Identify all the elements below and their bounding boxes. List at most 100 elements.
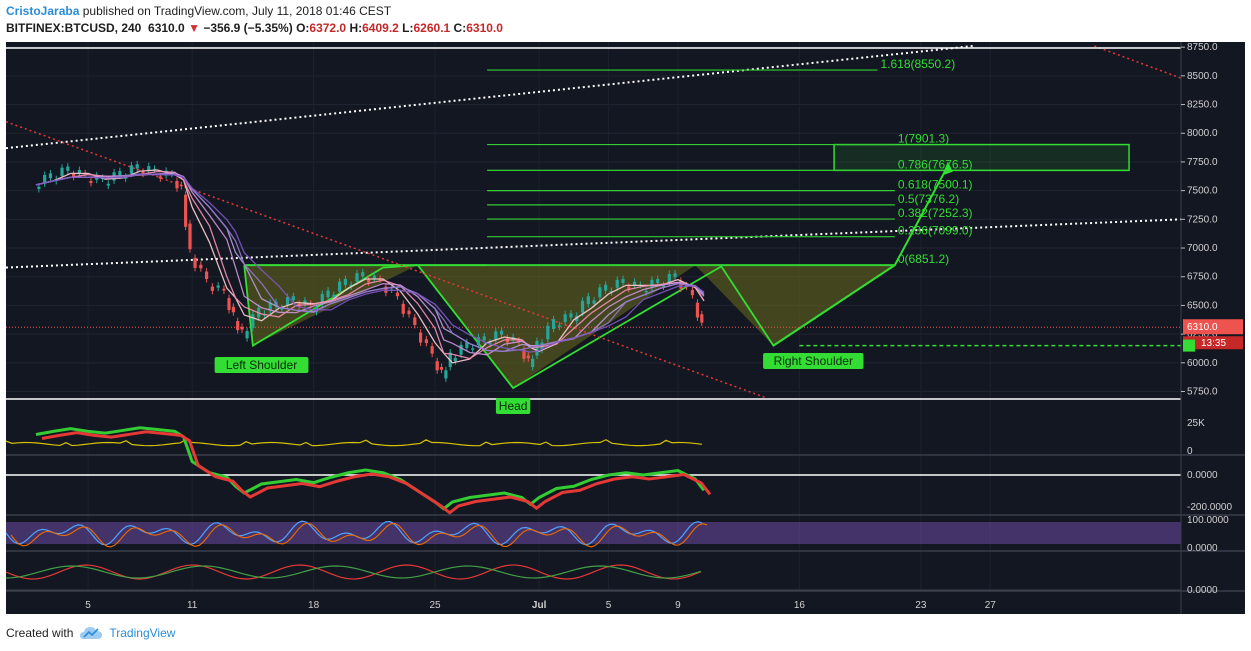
open-value: 6372.0 (309, 21, 347, 35)
tradingview-cloud-icon (80, 627, 103, 639)
candle-body (355, 273, 359, 282)
candle-body (615, 279, 619, 288)
candle-body (453, 357, 457, 362)
candle-body (413, 317, 417, 325)
price-tick-label: 8500.0 (1187, 71, 1218, 82)
candle-body (251, 314, 255, 328)
tradingview-brand[interactable]: TradingView (79, 622, 175, 644)
low-value: 6260.1 (413, 21, 451, 35)
candle-body (48, 173, 53, 179)
candle-body (118, 171, 122, 176)
price-tick-label: 5750.0 (1187, 387, 1218, 398)
candle-body (268, 302, 272, 311)
tradingview-brand-label: TradingView (109, 626, 176, 640)
candle-body (147, 166, 151, 171)
high-value: 6409.2 (362, 21, 399, 35)
support-tag (1183, 339, 1195, 352)
candle-body (650, 279, 654, 288)
fib-level-label: 0.5(7376.2) (898, 192, 959, 206)
candle-body (499, 330, 504, 335)
candle-body (627, 286, 631, 289)
indicator-panes (6, 426, 1245, 592)
publish-line: CristoJaraba published on TradingView.co… (6, 3, 503, 20)
time-tick-label: 9 (675, 600, 681, 611)
chart-canvas[interactable]: 1.618(8550.2) 1(7901.3) 0.786(7676.5) 0.618… (6, 42, 1245, 614)
fib-level-label: 1.618(8550.2) (880, 57, 955, 71)
candle-body (444, 370, 448, 379)
candle-body (632, 281, 637, 286)
moving-average-line (35, 169, 705, 364)
price-tick-label: 6250.0 (1187, 329, 1218, 340)
candle-body (303, 300, 307, 304)
lower-trendline (6, 218, 1182, 269)
candle-body (227, 298, 231, 311)
upper-trendline (6, 45, 974, 150)
symbol-label[interactable]: BITFINEX:BTCUSD, 240 (6, 21, 142, 35)
price-tick-label: 6750.0 (1187, 272, 1218, 283)
author-link[interactable]: CristoJaraba (6, 4, 80, 18)
candle-body (188, 223, 192, 250)
time-tick-label: 27 (985, 600, 997, 611)
oscillator-slow-line (41, 430, 712, 515)
candle-body (135, 164, 139, 169)
countdown-value: 13:35 (1201, 338, 1226, 349)
candle-body (552, 319, 556, 329)
candle-body (435, 361, 439, 371)
candle-body (332, 294, 336, 299)
candle-body (557, 325, 561, 327)
arrow-head-icon (941, 161, 953, 176)
candle-body (526, 355, 530, 359)
time-tick-label: 23 (915, 600, 927, 611)
dmi-minus-line (6, 564, 702, 580)
candle-body (152, 168, 157, 170)
candle-body (343, 279, 348, 285)
time-axis[interactable]: 5 11 18 25 Jul 5 9 16 23 27 (6, 589, 1181, 611)
candle-body (459, 344, 463, 355)
indicator-tick-label: 25K (1187, 418, 1205, 429)
price-tick-label: 7750.0 (1187, 157, 1218, 168)
candle-body (285, 297, 290, 305)
candle-body (240, 326, 244, 330)
candle-body (563, 314, 567, 323)
current-price-tag (1183, 319, 1243, 335)
candle-body (231, 306, 235, 313)
candle-body (326, 290, 330, 298)
candle-body (349, 284, 353, 287)
candle-body (205, 271, 209, 280)
candle-body (488, 342, 492, 344)
indicator-tick-label: 0 (1187, 446, 1193, 457)
chart-header: CristoJaraba published on TradingView.co… (6, 3, 503, 39)
price-tick-label: 8750.0 (1187, 42, 1218, 53)
candle-body (471, 348, 475, 350)
candle-body (494, 331, 498, 340)
price-series (35, 160, 705, 382)
candle-body (695, 302, 700, 318)
low-label: L: (402, 21, 414, 35)
indicator-tick-label: 0.0000 (1187, 585, 1218, 596)
left-shoulder-label: Left Shoulder (226, 358, 297, 372)
trend-lines (6, 45, 1182, 400)
candle-body (184, 194, 188, 227)
head-label: Head (499, 399, 528, 413)
price-tick-label: 6000.0 (1187, 358, 1218, 369)
time-tick-label: 5 (85, 600, 91, 611)
candle-body (546, 325, 550, 340)
candle-body (569, 313, 573, 318)
moving-average-line (35, 173, 705, 353)
indicator-tick-label: 100.0000 (1187, 515, 1229, 526)
candle-body (37, 186, 41, 190)
head-label-box (495, 398, 531, 414)
countdown-tag (1183, 336, 1243, 350)
candle-body (621, 279, 625, 284)
candle-body (43, 174, 47, 184)
candle-body (604, 284, 608, 291)
pattern-labels: Left Shoulder Head Right Shoulder (214, 353, 864, 414)
right-shoulder-label: Right Shoulder (774, 354, 853, 368)
candle-body (476, 337, 481, 346)
time-tick-label: 16 (794, 600, 806, 611)
price-tick-label: 8250.0 (1187, 100, 1218, 111)
price-axis[interactable]: 8750.0 8500.0 8250.0 8000.0 7750.0 7500.0 7250… (1180, 42, 1243, 614)
candle-body (656, 279, 660, 284)
time-tick-label: 18 (308, 600, 320, 611)
candle-body (535, 341, 539, 356)
